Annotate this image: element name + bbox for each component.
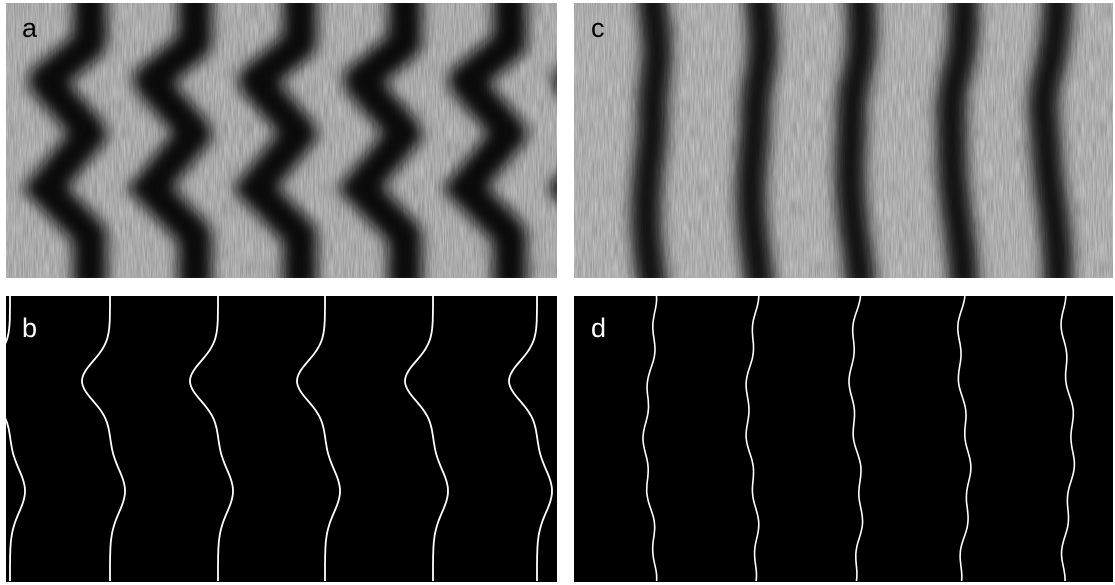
image-noise — [574, 3, 1113, 278]
image-background — [574, 296, 1113, 582]
image-noise — [6, 3, 557, 278]
figure: a b c d — [0, 0, 1115, 585]
image-background — [6, 296, 557, 582]
panel-label: a — [22, 13, 38, 43]
panel-d: d — [574, 296, 1113, 582]
panel-c: c — [574, 0, 1113, 290]
panel-label: c — [591, 13, 605, 43]
panel-label: b — [22, 313, 37, 343]
panel-label: d — [591, 313, 606, 343]
panel-a: a — [6, 0, 615, 290]
panel-b: b — [0, 296, 557, 582]
